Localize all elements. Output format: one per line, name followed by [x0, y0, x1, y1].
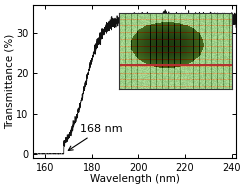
X-axis label: Wavelength (nm): Wavelength (nm)	[90, 174, 180, 184]
Text: 168 nm: 168 nm	[68, 124, 123, 150]
Y-axis label: Transmittance (%): Transmittance (%)	[5, 34, 15, 129]
